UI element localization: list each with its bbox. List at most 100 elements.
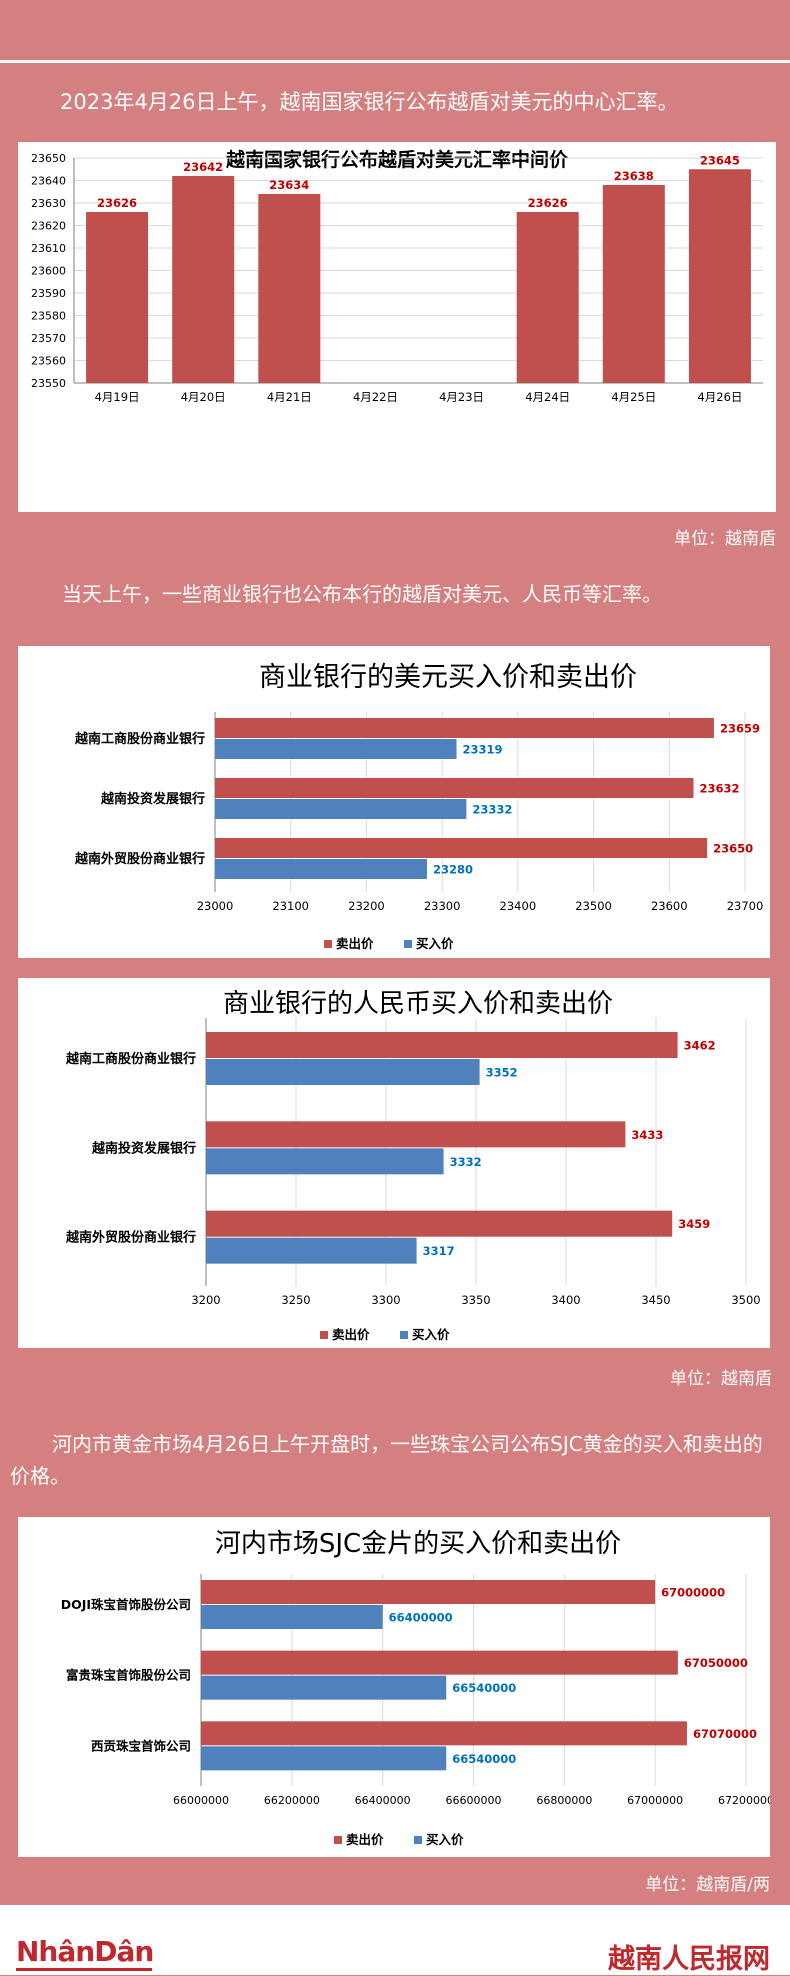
- bar: [206, 1210, 673, 1237]
- x-tick-label: 23600: [651, 899, 688, 913]
- category-label: 富贵珠宝首饰股份公司: [66, 1668, 191, 1683]
- category-label: 越南外贸股份商业银行: [65, 1230, 196, 1246]
- bar-value-label: 67050000: [684, 1656, 748, 1670]
- bar: [201, 1746, 447, 1771]
- legend-swatch: [320, 1331, 328, 1339]
- x-tick-label: 4月26日: [697, 390, 742, 404]
- cny-rate-chart: 商业银行的人民币买入价和卖出价 3200 3250 3300 3350 3400 3450 3…: [65, 989, 761, 1342]
- bar-value-label: 3352: [486, 1066, 518, 1080]
- unit-label-3: 单位：越南盾/两: [645, 1875, 770, 1895]
- chart-title: 越南国家银行公布越盾对美元汇率中间价: [225, 148, 569, 171]
- x-tick-label: 4月25日: [611, 390, 656, 404]
- bar: [215, 718, 714, 738]
- x-tick-label: 3500: [731, 1293, 760, 1307]
- bar: [206, 1032, 678, 1058]
- legend-label: 买入价: [412, 1327, 450, 1342]
- category-label: DOJI珠宝首饰股份公司: [61, 1597, 191, 1612]
- y-tick-label: 23580: [31, 310, 66, 323]
- bar-value-label: 67070000: [693, 1727, 757, 1741]
- x-tick-label: 3300: [371, 1293, 400, 1307]
- category-label: 西贡珠宝首饰公司: [91, 1738, 191, 1753]
- bar-value-label: 23645: [700, 153, 740, 167]
- x-tick-label: 4月22日: [353, 390, 398, 404]
- x-tick-label: 3400: [551, 1293, 580, 1307]
- bar: [201, 1580, 656, 1604]
- x-tick-label: 67200000: [718, 1794, 770, 1807]
- bar-value-label: 23634: [269, 178, 309, 192]
- bar: [201, 1605, 383, 1629]
- bar: [215, 799, 467, 819]
- legend-swatch: [404, 940, 412, 948]
- bar: [206, 1121, 626, 1148]
- bar-value-label: 23638: [614, 169, 654, 183]
- site-name-logo[interactable]: 越南人民报网: [608, 1944, 770, 1975]
- bar: [215, 778, 694, 798]
- x-tick-label: 4月19日: [95, 390, 140, 404]
- y-tick-label: 23620: [31, 220, 66, 233]
- top-divider: [0, 60, 790, 63]
- nhandan-logo[interactable]: NhânDân: [16, 1935, 154, 1968]
- bar: [86, 212, 149, 383]
- x-tick-label: 23500: [575, 899, 612, 913]
- bar-value-label: 23280: [433, 863, 473, 877]
- chart-panel-1: 越南国家银行公布越盾对美元汇率中间价 23650 23640 23630 23620 23…: [18, 142, 776, 512]
- category-label: 越南外贸股份商业银行: [74, 851, 205, 867]
- usd-rate-chart: 商业银行的美元买入价和卖出价 23000 23100 23200 23300 23400 2…: [74, 662, 764, 951]
- legend-label: 卖出价: [332, 1327, 370, 1342]
- x-tick-label: 3350: [461, 1293, 490, 1307]
- legend-label: 卖出价: [336, 936, 374, 951]
- bar-value-label: 3317: [423, 1244, 455, 1258]
- bar-value-label: 3462: [684, 1039, 716, 1053]
- y-tick-label: 23590: [31, 287, 66, 300]
- y-tick-label: 23600: [31, 265, 66, 278]
- chart-panel-4: 河内市场SJC金片的买入价和卖出价 66000000 66200000 6640000…: [18, 1517, 770, 1857]
- bar-value-label: 23626: [528, 196, 568, 210]
- bar: [258, 194, 321, 383]
- legend-label: 买入价: [416, 936, 454, 951]
- legend-label: 卖出价: [346, 1832, 384, 1847]
- y-tick-label: 23640: [31, 175, 66, 188]
- bar-value-label: 23632: [700, 782, 740, 796]
- bar-value-label: 23319: [463, 743, 503, 757]
- sjc-gold-chart: 河内市场SJC金片的买入价和卖出价 66000000 66200000 6640000…: [61, 1529, 770, 1847]
- bar: [215, 838, 708, 858]
- category-label: 越南投资发展银行: [91, 1140, 196, 1156]
- legend-swatch: [324, 940, 332, 948]
- bar-value-label: 67000000: [661, 1586, 725, 1600]
- x-tick-label: 3250: [281, 1293, 310, 1307]
- x-tick-label: 23300: [424, 899, 461, 913]
- bar: [201, 1721, 687, 1746]
- x-tick-label: 4月21日: [267, 390, 312, 404]
- legend-swatch: [334, 1836, 342, 1844]
- category-label: 越南工商股份商业银行: [65, 1051, 196, 1067]
- x-tick-label: 66400000: [355, 1794, 411, 1807]
- bar: [206, 1059, 480, 1085]
- x-tick-label: 23700: [727, 899, 764, 913]
- category-label: 越南工商股份商业银行: [74, 731, 205, 747]
- intro-text-1: 2023年4月26日上午，越南国家银行公布越盾对美元的中心汇率。: [60, 90, 679, 114]
- y-tick-label: 23650: [31, 152, 66, 165]
- footer-bar: [0, 1905, 790, 1975]
- bar: [206, 1237, 417, 1264]
- chart-panel-3: 商业银行的人民币买入价和卖出价 3200 3250 3300 3350 3400 3450 3…: [18, 978, 770, 1348]
- y-tick-label: 23570: [31, 332, 66, 345]
- bar-value-label: 23642: [183, 160, 223, 174]
- chart-panel-2: 商业银行的美元买入价和卖出价 23000 23100 23200 23300 23400 2…: [18, 646, 770, 958]
- chart-title: 商业银行的人民币买入价和卖出价: [223, 989, 613, 1019]
- bar: [688, 169, 751, 383]
- bar-value-label: 66400000: [389, 1611, 453, 1625]
- bar: [172, 176, 235, 383]
- bar: [206, 1148, 444, 1175]
- bar: [602, 185, 665, 383]
- bar-value-label: 3332: [450, 1155, 482, 1169]
- unit-label-2: 单位：越南盾: [670, 1369, 772, 1389]
- logo-underline: [16, 1968, 152, 1971]
- x-tick-label: 23000: [197, 899, 234, 913]
- y-tick-label: 23550: [31, 377, 66, 390]
- category-label: 越南投资发展银行: [100, 791, 205, 807]
- y-tick-label: 23610: [31, 242, 66, 255]
- bar: [215, 859, 427, 879]
- x-tick-label: 4月20日: [181, 390, 226, 404]
- bar-value-label: 66540000: [452, 1681, 516, 1695]
- x-tick-label: 23100: [272, 899, 309, 913]
